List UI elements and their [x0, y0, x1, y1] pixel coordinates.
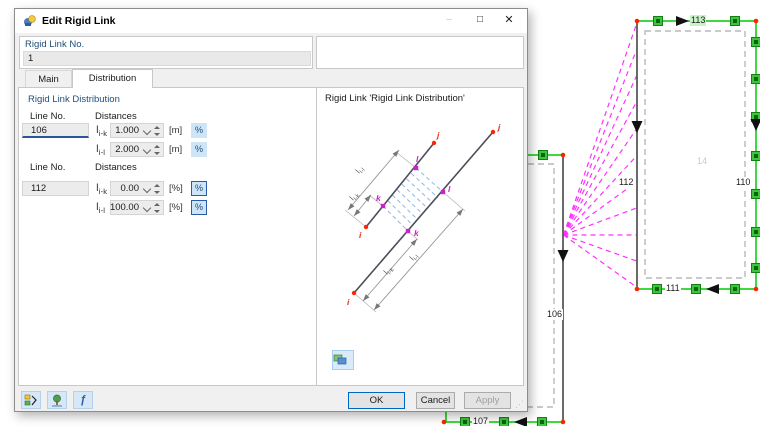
dim-label: li-l: [354, 164, 367, 177]
surface-14-outline: [645, 31, 745, 278]
spinner-icon[interactable]: [153, 126, 161, 136]
line-label-113: 113: [690, 15, 706, 26]
tab-main[interactable]: Main: [25, 70, 72, 88]
surface-label-14: 14: [696, 156, 708, 167]
app-icon: [23, 14, 37, 28]
distance-symbol: li-l: [96, 144, 105, 157]
percent-toggle-button[interactable]: %: [191, 142, 207, 157]
percent-toggle-button[interactable]: %: [191, 181, 207, 196]
distance-value: 0.00: [121, 183, 140, 195]
titlebar[interactable]: Edit Rigid Link – □ ✕: [15, 9, 527, 33]
cancel-button[interactable]: Cancel: [416, 392, 455, 409]
line-no-label-2: Line No.: [30, 162, 65, 173]
distance-input[interactable]: 2.000: [110, 142, 164, 157]
rigid-link-diagram: i j i j k l k l li-l li-k li-k li-l: [317, 88, 526, 385]
line-label-110: 110: [735, 177, 751, 188]
chevron-down-icon[interactable]: [143, 146, 151, 154]
distance-value: 100.00: [110, 202, 139, 214]
spinner-icon[interactable]: [153, 184, 161, 194]
distance-input[interactable]: 1.000: [110, 123, 164, 138]
symbol-sub: i-l: [99, 149, 105, 157]
line-no-field-112[interactable]: 112: [22, 181, 89, 196]
rigid-link-no-group: Rigid Link No. 1: [19, 36, 313, 69]
line-label-106: 106: [546, 309, 563, 320]
spinner-icon[interactable]: [153, 203, 161, 213]
point-label-k: k: [414, 228, 420, 238]
resize-grip[interactable]: ⋰: [515, 399, 524, 410]
distance-input[interactable]: 100.00: [110, 200, 164, 215]
render-mode-button[interactable]: [332, 350, 354, 370]
apply-button[interactable]: Apply: [464, 392, 511, 409]
unit-label: [m]: [169, 125, 182, 136]
comment-box[interactable]: [316, 36, 524, 69]
percent-toggle-button[interactable]: %: [191, 200, 207, 215]
line-label-111: 111: [665, 283, 681, 294]
dim-label: li-k: [348, 189, 363, 203]
point-label-i: i: [359, 230, 362, 240]
dialog-title: Edit Rigid Link: [42, 15, 116, 27]
dim-label: li-l: [408, 251, 421, 264]
distance-value: 2.000: [115, 144, 139, 156]
symbol-sub: i-k: [99, 188, 108, 196]
unit-label: [%]: [169, 202, 183, 213]
line-no-label-1: Line No.: [30, 111, 65, 122]
section-title: Rigid Link Distribution: [28, 94, 120, 105]
symbol-sub: i-k: [99, 130, 108, 138]
chevron-down-icon[interactable]: [143, 185, 151, 193]
line-label-112: 112: [618, 177, 634, 188]
spinner-icon[interactable]: [153, 145, 161, 155]
distance-input[interactable]: 0.00: [110, 181, 164, 196]
graphic-icon: [333, 354, 347, 366]
percent-toggle-button[interactable]: %: [191, 123, 207, 138]
transfer-parameters-button[interactable]: [21, 391, 41, 409]
maximize-button[interactable]: □: [466, 9, 494, 31]
tree-view-button[interactable]: [47, 391, 67, 409]
ok-button[interactable]: OK: [348, 392, 405, 409]
point-label-l: l: [448, 184, 451, 194]
edit-rigid-link-dialog: Edit Rigid Link – □ ✕ Rigid Link No. 1 M…: [14, 8, 528, 412]
line-label-107: 107: [472, 416, 489, 427]
point-label-i: i: [347, 297, 350, 307]
unit-label: [m]: [169, 144, 182, 155]
point-label-k: k: [376, 193, 382, 203]
assign-icon: [24, 394, 38, 407]
surface-left-outline: [528, 164, 554, 407]
tree-icon: [50, 394, 64, 407]
chevron-down-icon[interactable]: [143, 204, 151, 212]
point-label-j: j: [497, 122, 501, 132]
unit-label: [%]: [169, 183, 183, 194]
preview-panel: Rigid Link 'Rigid Link Distribution': [316, 88, 526, 385]
symbol-sub: i-l: [99, 207, 105, 215]
distance-symbol: li-l: [96, 202, 105, 215]
rigid-link-no-input[interactable]: 1: [23, 51, 311, 66]
minimize-button[interactable]: –: [435, 9, 463, 31]
rigid-link-no-label: Rigid Link No.: [25, 39, 84, 50]
distances-label-2: Distances: [95, 162, 137, 173]
distance-symbol: li-k: [96, 183, 107, 196]
close-button[interactable]: ✕: [495, 9, 523, 31]
distance-symbol: li-k: [96, 125, 107, 138]
rigid-link-fan: [564, 24, 637, 287]
tab-distribution[interactable]: Distribution: [72, 69, 153, 88]
line-no-field-106[interactable]: 106: [22, 123, 89, 138]
distribution-tab-page: Rigid Link Distribution Line No. Distanc…: [18, 87, 524, 386]
function-button[interactable]: ƒ: [73, 391, 93, 409]
distance-value: 1.000: [115, 125, 139, 137]
extension-lines: [345, 152, 465, 312]
chevron-down-icon[interactable]: [143, 127, 151, 135]
function-icon: ƒ: [80, 394, 86, 406]
distances-label-1: Distances: [95, 111, 137, 122]
point-label-j: j: [436, 130, 440, 140]
